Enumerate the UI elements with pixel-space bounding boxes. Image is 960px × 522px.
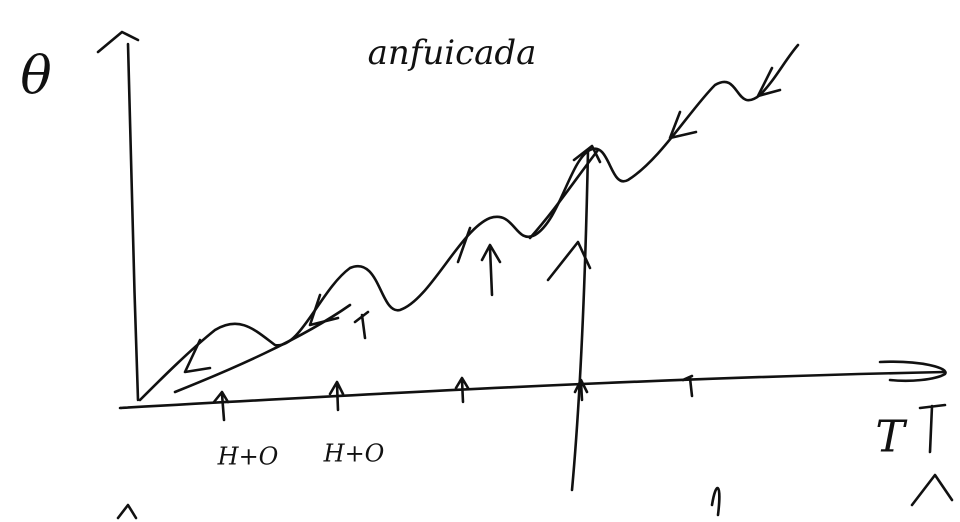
y-axis-label: θ [20, 47, 51, 107]
title: anfuicada [368, 33, 537, 73]
arrow [310, 295, 338, 325]
tick-label: H+O [217, 443, 279, 471]
arrow [912, 475, 952, 505]
page: {"axes": {"y_label": "θ", "x_label": "T"… [0, 0, 960, 522]
x-axis [120, 372, 945, 408]
tangent [175, 305, 350, 392]
arrow [118, 505, 136, 518]
y-axis-arrow [98, 32, 138, 52]
x-axis-label: T [875, 412, 908, 463]
arrow [355, 312, 368, 338]
axes [98, 32, 946, 408]
vertical-line [572, 150, 588, 490]
t-mark [920, 405, 945, 452]
curve [140, 45, 798, 400]
y-axis [128, 44, 138, 400]
tick-label: H+O [323, 440, 385, 468]
scribble [712, 488, 719, 515]
sketch: θ T anfuicada H+O H+O [0, 0, 960, 522]
arrow [185, 340, 210, 372]
tick [683, 376, 692, 396]
tick [214, 392, 228, 420]
